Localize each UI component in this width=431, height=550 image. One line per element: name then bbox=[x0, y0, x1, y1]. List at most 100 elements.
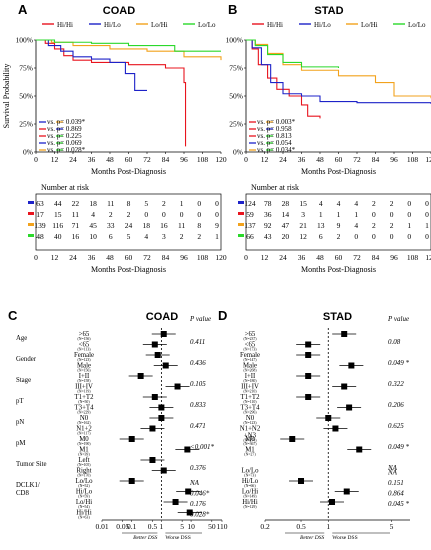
risk-key bbox=[238, 212, 244, 215]
row-label: <65 bbox=[79, 342, 90, 349]
risk-value: 0 bbox=[180, 210, 184, 219]
risk-key bbox=[28, 223, 34, 226]
risk-value: 1 bbox=[337, 210, 341, 219]
risk-value: 2 bbox=[390, 221, 394, 230]
risk-value: 0 bbox=[144, 210, 148, 219]
row-label: N1+2 bbox=[76, 426, 92, 433]
pval-text: vs. p= 0.069 bbox=[47, 139, 82, 147]
risk-x-tick-label: 60 bbox=[335, 253, 343, 262]
risk-value: 2 bbox=[180, 232, 184, 241]
row-n: (N=119) bbox=[78, 390, 92, 394]
km-curve bbox=[36, 39, 187, 147]
row-label: M0 bbox=[245, 436, 255, 443]
risk-value: 48 bbox=[36, 232, 44, 241]
row-n: (N=123) bbox=[77, 358, 91, 362]
risk-table-frame bbox=[245, 193, 431, 251]
x-tick-label: 110 bbox=[217, 522, 228, 531]
row-pval: NA bbox=[189, 479, 200, 487]
risk-x-tick-label: 48 bbox=[316, 253, 324, 262]
row-n: (N=156) bbox=[77, 369, 91, 373]
row-label: N0 bbox=[246, 415, 255, 422]
y-tick-label: 50% bbox=[19, 92, 33, 101]
risk-value: 2 bbox=[337, 232, 341, 241]
risk-value: 2 bbox=[197, 232, 201, 241]
row-n: (N=27) bbox=[244, 453, 256, 457]
risk-value: 139 bbox=[34, 221, 46, 230]
row-n: (N=237) bbox=[243, 337, 257, 341]
hr-point bbox=[325, 415, 332, 421]
hr-point bbox=[186, 509, 193, 516]
risk-value: 78 bbox=[264, 199, 272, 208]
risk-value: 0 bbox=[197, 210, 201, 219]
risk-value: 0 bbox=[162, 210, 166, 219]
legend-label: Hi/Lo bbox=[314, 21, 331, 29]
row-n: (N=210) bbox=[243, 390, 257, 394]
hr-point bbox=[158, 415, 165, 421]
better-label: Better DSS bbox=[300, 535, 325, 541]
km-curve bbox=[36, 39, 221, 52]
hr-point bbox=[305, 373, 312, 379]
row-n: (N=367) bbox=[243, 442, 257, 446]
risk-value: 47 bbox=[282, 221, 290, 230]
risk-table-frame bbox=[35, 193, 222, 251]
y-tick-label: 25% bbox=[229, 120, 243, 129]
risk-value: 12 bbox=[299, 232, 307, 241]
risk-value: 116 bbox=[52, 221, 63, 230]
x-tick-label: 0.2 bbox=[260, 522, 270, 531]
x-axis-label: Months Post-Diagnosis bbox=[91, 167, 166, 176]
risk-x-tick-label: 24 bbox=[279, 253, 287, 262]
risk-value: 2 bbox=[162, 199, 166, 208]
hr-point bbox=[149, 425, 156, 432]
risk-value: 8 bbox=[127, 199, 131, 208]
group-pval: 0.049 * bbox=[388, 443, 410, 451]
risk-value: 0 bbox=[390, 232, 394, 241]
risk-value: 0 bbox=[390, 210, 394, 219]
risk-x-axis-label: Months Post-Diagnosis bbox=[301, 265, 376, 274]
pval-text: vs. p= 0.813 bbox=[257, 132, 292, 140]
legend-label: Lo/Hi bbox=[361, 21, 378, 29]
hr-point bbox=[160, 467, 167, 474]
x-tick-label: 96 bbox=[180, 155, 188, 164]
pval-header: P value bbox=[387, 315, 409, 323]
row-pval: NA bbox=[387, 469, 398, 477]
pval-text: vs. p= 0.054 bbox=[257, 139, 292, 147]
risk-value: 9 bbox=[215, 221, 219, 230]
legend-label: Hi/Hi bbox=[57, 21, 73, 29]
risk-title: Number at risk bbox=[251, 183, 299, 192]
risk-value: 4 bbox=[337, 199, 341, 208]
risk-value: 11 bbox=[178, 221, 185, 230]
panel-c: C COAD P value 0.01 0.050.1 0.5 1 5 10 50 110 Bette… bbox=[8, 308, 228, 541]
row-n: (N=180) bbox=[243, 379, 257, 383]
risk-value: 36 bbox=[264, 210, 272, 219]
risk-value: 15 bbox=[54, 210, 62, 219]
risk-x-tick-label: 96 bbox=[180, 253, 188, 262]
x-tick-label: 72 bbox=[143, 155, 151, 164]
km-curve bbox=[246, 39, 431, 99]
x-tick-label: 108 bbox=[407, 155, 419, 164]
panel-title: STAD bbox=[314, 5, 343, 17]
risk-key bbox=[238, 201, 244, 204]
risk-value: 2 bbox=[109, 210, 113, 219]
group-pval: 0.08 bbox=[388, 338, 401, 346]
row-n: (N=229) bbox=[77, 411, 91, 415]
risk-value: 4 bbox=[354, 199, 358, 208]
risk-value: 3 bbox=[162, 232, 166, 241]
risk-x-tick-label: 84 bbox=[162, 253, 170, 262]
hr-point bbox=[160, 331, 167, 337]
risk-value: 13 bbox=[317, 221, 325, 230]
row-n: (N=59) bbox=[78, 495, 90, 499]
risk-value: 11 bbox=[72, 210, 79, 219]
risk-value: 0 bbox=[354, 232, 358, 241]
risk-value: 8 bbox=[197, 221, 201, 230]
row-n: (N=50) bbox=[78, 400, 90, 404]
risk-x-tick-label: 96 bbox=[390, 253, 398, 262]
risk-x-tick-label: 72 bbox=[143, 253, 151, 262]
panel-letter: A bbox=[18, 2, 28, 17]
panel-title: COAD bbox=[146, 311, 178, 323]
risk-x-tick-label: 36 bbox=[88, 253, 96, 262]
risk-value: 0 bbox=[425, 210, 429, 219]
risk-key bbox=[238, 234, 244, 237]
risk-value: 0 bbox=[407, 210, 411, 219]
row-label: Female bbox=[240, 352, 260, 359]
